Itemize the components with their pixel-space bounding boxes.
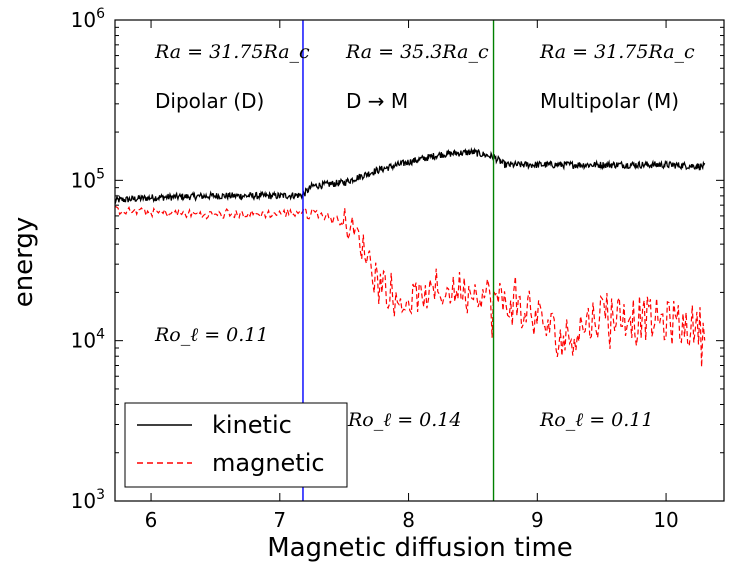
- annotation-ro-transition: Ro_ℓ = 0.14: [347, 409, 461, 431]
- x-axis-label: Magnetic diffusion time: [267, 533, 573, 563]
- annotation-multipolar: Multipolar (M): [540, 89, 679, 113]
- x-tick-label: 6: [145, 508, 158, 532]
- legend: kinetic magnetic: [124, 402, 348, 488]
- x-tick-label: 8: [402, 508, 415, 532]
- legend-kinetic-label: kinetic: [212, 411, 292, 439]
- annotation-ro-multipolar: Ro_ℓ = 0.11: [539, 409, 653, 431]
- y-tick-label: 104: [71, 327, 105, 353]
- x-tick-label: 10: [653, 508, 678, 532]
- legend-magnetic-label: magnetic: [212, 449, 325, 477]
- y-tick-label: 106: [71, 6, 105, 32]
- y-axis-label: energy: [9, 217, 39, 308]
- x-tick-label: 9: [531, 508, 544, 532]
- magnetic-series-line: [115, 205, 706, 367]
- annotation-ra-dipolar: Ra = 31.75Ra_c: [154, 41, 310, 63]
- axis-ticks: 6 7 8 9 10 103 104 105 106: [71, 6, 724, 532]
- kinetic-series-line: [115, 147, 706, 205]
- plot-frame: [114, 19, 725, 502]
- y-tick-label: 105: [71, 166, 105, 192]
- annotation-ro-dipolar: Ro_ℓ = 0.11: [154, 324, 268, 346]
- annotation-dipolar: Dipolar (D): [155, 89, 264, 113]
- series-layer: [115, 147, 706, 367]
- legend-box: [124, 402, 348, 488]
- x-tick-label: 7: [273, 508, 286, 532]
- y-tick-label: 103: [71, 487, 105, 513]
- annotation-transition: D → M: [346, 89, 408, 113]
- annotation-ra-transition: Ra = 35.3Ra_c: [345, 41, 489, 63]
- annotation-ra-multipolar: Ra = 31.75Ra_c: [539, 41, 695, 63]
